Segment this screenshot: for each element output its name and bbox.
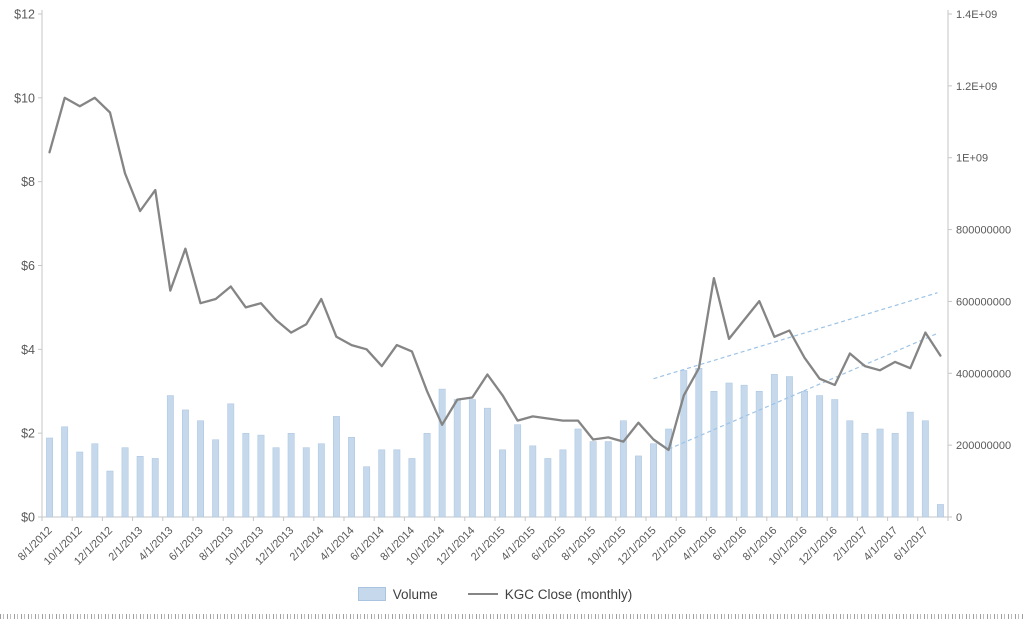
volume-bar <box>272 447 280 518</box>
volume-bar <box>197 420 204 518</box>
volume-bar <box>242 433 250 518</box>
volume-bar <box>453 399 461 518</box>
volume-bar <box>46 437 53 518</box>
left-axis-tick-label: $0 <box>21 511 35 525</box>
volume-bar <box>861 433 869 518</box>
left-axis-tick-label: $8 <box>21 175 35 189</box>
volume-bar <box>227 403 235 518</box>
volume-bar <box>937 504 944 518</box>
right-axis-tick-label: 800000000 <box>956 225 1011 237</box>
left-axis-tick-label: $12 <box>14 8 35 22</box>
volume-bar <box>529 445 537 518</box>
volume-bar <box>121 447 129 518</box>
volume-bar <box>801 391 808 518</box>
volume-bar <box>906 411 914 518</box>
volume-bar <box>136 456 144 518</box>
volume-bar <box>76 451 84 518</box>
volume-bar <box>589 441 597 518</box>
volume-bar <box>770 374 778 518</box>
volume-bar <box>393 449 401 518</box>
volume-bar <box>91 443 99 518</box>
volume-bar <box>287 433 295 518</box>
volume-bar <box>468 399 476 518</box>
volume-bar <box>921 420 929 518</box>
volume-bar <box>317 443 325 518</box>
volume-bar <box>302 447 310 518</box>
volume-bar <box>166 395 174 518</box>
legend-item-kgc-close: KGC Close (monthly) <box>467 586 633 602</box>
volume-bar <box>755 391 763 518</box>
cropped-table-strip <box>0 614 1024 619</box>
legend-item-volume: Volume <box>357 586 438 602</box>
right-axis-tick-label: 400000000 <box>956 368 1011 380</box>
chart-canvas: $12 $10 $8 $6 $4 $2 $0 1.4E+09 1.2E+09 1E+09 80000… <box>14 8 1011 568</box>
volume-bar <box>438 388 446 518</box>
volume-bar <box>680 370 688 518</box>
right-axis-tick-label: 1.4E+09 <box>956 9 997 21</box>
volume-bar <box>257 434 265 518</box>
volume-bar <box>650 443 657 518</box>
left-axis-tick-label: $6 <box>21 259 35 273</box>
volume-bar <box>574 428 582 518</box>
volume-bar <box>499 449 506 518</box>
volume-bar <box>786 376 793 518</box>
right-axis-tick-label: 200000000 <box>956 440 1011 452</box>
trendline <box>653 292 938 380</box>
volume-bar <box>876 428 884 518</box>
volume-bar <box>151 458 159 518</box>
right-axis-tick-label: 1E+09 <box>956 153 988 165</box>
volume-swatch-icon <box>357 587 386 601</box>
volume-bar <box>544 458 552 518</box>
volume-bar <box>408 458 416 518</box>
volume-bar <box>378 449 386 518</box>
right-axis-tick-label: 1.2E+09 <box>956 81 997 93</box>
legend-label-volume: Volume <box>392 586 438 602</box>
volume-bar <box>559 449 567 518</box>
right-axis-tick-label: 600000000 <box>956 296 1011 308</box>
volume-bar <box>619 420 627 518</box>
left-axis-tick-label: $2 <box>21 427 35 441</box>
volume-bar <box>514 424 522 518</box>
price-volume-chart: $12 $10 $8 $6 $4 $2 $0 1.4E+09 1.2E+09 1E+09 80000… <box>14 8 1011 568</box>
volume-bar <box>710 391 718 518</box>
volume-bar <box>891 433 899 518</box>
volume-bar <box>423 433 431 518</box>
volume-bar <box>363 466 371 518</box>
volume-bar <box>665 428 673 518</box>
volume-bar <box>725 382 733 518</box>
left-axis-tick-label: $4 <box>21 343 35 357</box>
volume-bar <box>635 455 642 518</box>
volume-bar <box>333 416 340 518</box>
volume-bar <box>106 470 114 518</box>
volume-bar <box>484 407 491 518</box>
volume-bar <box>816 395 824 518</box>
volume-bar <box>695 368 703 518</box>
volume-bar <box>348 436 355 518</box>
line-swatch-icon <box>467 593 498 595</box>
volume-bar <box>61 426 69 518</box>
left-axis-tick-label: $10 <box>14 91 35 105</box>
legend-label-kgc-close: KGC Close (monthly) <box>504 586 633 602</box>
right-axis-tick-label: 0 <box>956 512 962 524</box>
chart-legend: Volume KGC Close (monthly) <box>0 583 990 605</box>
close-price-line <box>48 96 942 452</box>
volume-bar <box>846 420 854 518</box>
volume-bar <box>831 399 839 518</box>
volume-bar <box>182 409 189 518</box>
volume-bar <box>740 384 748 518</box>
volume-bar <box>604 441 612 518</box>
volume-bar <box>212 439 220 518</box>
